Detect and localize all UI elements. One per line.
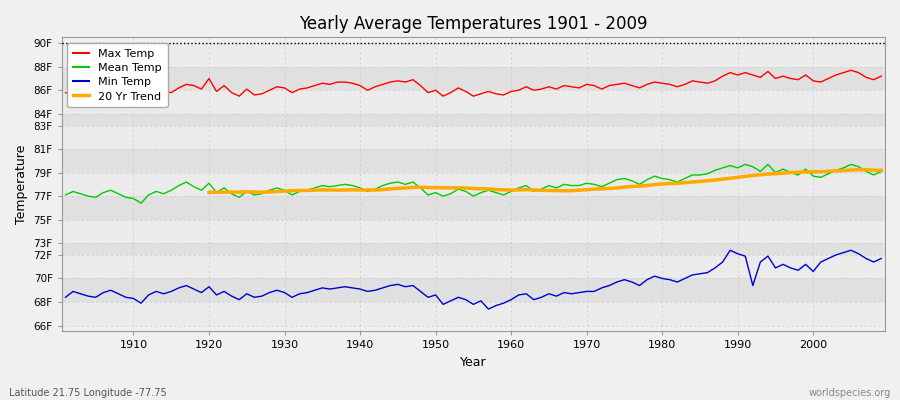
Y-axis label: Temperature: Temperature	[15, 145, 28, 224]
Title: Yearly Average Temperatures 1901 - 2009: Yearly Average Temperatures 1901 - 2009	[299, 15, 648, 33]
Bar	[62, 126, 885, 149]
Bar	[62, 243, 885, 255]
Bar	[62, 43, 885, 67]
X-axis label: Year: Year	[460, 356, 487, 369]
Bar	[62, 114, 885, 126]
Bar	[62, 196, 885, 220]
Bar	[62, 67, 885, 90]
Text: worldspecies.org: worldspecies.org	[809, 388, 891, 398]
Bar	[62, 90, 885, 114]
Bar	[62, 220, 885, 243]
Legend: Max Temp, Mean Temp, Min Temp, 20 Yr Trend: Max Temp, Mean Temp, Min Temp, 20 Yr Tre…	[68, 43, 167, 107]
Bar	[62, 255, 885, 278]
Bar	[62, 149, 885, 173]
Bar	[62, 302, 885, 326]
Bar	[62, 173, 885, 196]
Text: Latitude 21.75 Longitude -77.75: Latitude 21.75 Longitude -77.75	[9, 388, 166, 398]
Bar	[62, 278, 885, 302]
